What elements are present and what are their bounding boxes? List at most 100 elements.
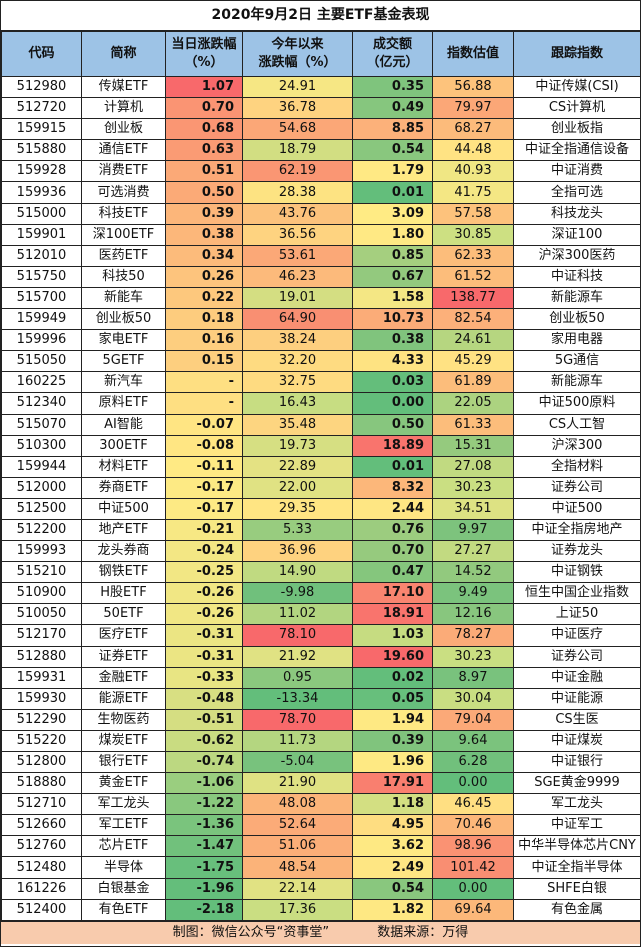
- cell-ytd-change: 53.61: [242, 244, 353, 267]
- cell-name: 金融ETF: [81, 666, 166, 689]
- cell-index: 中证500: [513, 497, 641, 520]
- cell-code: 159996: [1, 329, 82, 352]
- cell-index: SGE黄金9999: [513, 772, 641, 795]
- cell-turnover: 0.03: [352, 371, 433, 394]
- cell-ytd-change: 21.90: [242, 772, 353, 795]
- cell-daily-change: -0.07: [165, 413, 243, 436]
- cell-code: 512800: [1, 750, 82, 774]
- cell-ytd-change: 28.38: [242, 181, 353, 204]
- cell-name: 5GETF: [81, 350, 166, 373]
- cell-name: 可选消费: [81, 181, 166, 204]
- cell-code: 518880: [1, 772, 82, 795]
- cell-turnover: 4.33: [352, 350, 433, 373]
- cell-index: 全指可选: [513, 181, 641, 204]
- table-row: 515000 科技ETF 0.39 43.76 3.09 57.58 科技龙头: [1, 202, 641, 225]
- table-row: 515880 通信ETF 0.63 18.79 0.54 44.48 中证全指通信设备: [1, 139, 641, 162]
- cell-turnover: 0.50: [352, 413, 433, 436]
- cell-valuation: 30.23: [432, 645, 514, 668]
- table-body: 512980 传媒ETF 1.07 24.91 0.35 56.88 中证传媒(CSI) 51…: [1, 75, 641, 921]
- cell-ytd-change: 36.78: [242, 97, 353, 120]
- cell-ytd-change: 5.33: [242, 518, 353, 542]
- cell-name: 银行ETF: [81, 750, 166, 774]
- cell-turnover: 1.94: [352, 708, 433, 731]
- cell-ytd-change: -9.98: [242, 582, 353, 605]
- cell-code: 159944: [1, 455, 82, 478]
- header-ytd-change-line1: 今年以来: [271, 37, 324, 52]
- table-row: 510050 50ETF -0.26 11.02 18.91 12.16 上证50: [1, 603, 641, 626]
- cell-turnover: 0.02: [352, 666, 433, 689]
- cell-daily-change: -0.21: [165, 518, 243, 542]
- cell-name: 消费ETF: [81, 160, 166, 183]
- cell-index: 深证100: [513, 223, 641, 246]
- cell-name: 科技ETF: [81, 202, 166, 225]
- cell-index: 科技龙头: [513, 202, 641, 225]
- cell-name: 能源ETF: [81, 687, 166, 710]
- table-row: 512980 传媒ETF 1.07 24.91 0.35 56.88 中证传媒(CSI): [1, 75, 641, 99]
- cell-index: CS计算机: [513, 97, 641, 120]
- table-row: 512660 军工ETF -1.36 52.64 4.95 70.46 中证军工: [1, 814, 641, 837]
- table-row: 515050 5GETF 0.15 32.20 4.33 45.29 5G通信: [1, 350, 641, 373]
- cell-turnover: 18.91: [352, 603, 433, 626]
- table-row: 159949 创业板50 0.18 64.90 10.73 82.54 创业板50: [1, 308, 641, 331]
- cell-name: 中证500: [81, 497, 166, 520]
- cell-valuation: 82.54: [432, 308, 514, 331]
- cell-code: 515210: [1, 561, 82, 584]
- cell-name: 材料ETF: [81, 455, 166, 478]
- cell-index: 证券公司: [513, 645, 641, 668]
- cell-code: 512500: [1, 497, 82, 520]
- cell-turnover: 1.80: [352, 223, 433, 246]
- cell-valuation: 14.52: [432, 561, 514, 584]
- cell-ytd-change: 17.36: [242, 898, 353, 921]
- cell-valuation: 0.00: [432, 772, 514, 795]
- cell-valuation: 56.88: [432, 75, 514, 99]
- cell-turnover: 1.82: [352, 898, 433, 921]
- cell-turnover: 3.09: [352, 202, 433, 225]
- cell-code: 515000: [1, 202, 82, 225]
- cell-ytd-change: 19.01: [242, 286, 353, 310]
- table-row: 159944 材料ETF -0.11 22.89 0.01 27.08 全指材料: [1, 455, 641, 478]
- cell-code: 512400: [1, 898, 82, 921]
- cell-daily-change: -1.75: [165, 856, 243, 879]
- cell-daily-change: 0.22: [165, 286, 243, 310]
- cell-valuation: 41.75: [432, 181, 514, 204]
- header-code-label: 代码: [28, 46, 55, 61]
- cell-daily-change: 0.51: [165, 160, 243, 183]
- cell-ytd-change: -5.04: [242, 750, 353, 774]
- cell-code: 510050: [1, 603, 82, 626]
- cell-ytd-change: 78.10: [242, 624, 353, 647]
- cell-code: 512010: [1, 244, 82, 267]
- cell-index: 新能源车: [513, 371, 641, 394]
- cell-daily-change: -0.51: [165, 708, 243, 731]
- header-index-label: 跟踪指数: [550, 46, 603, 61]
- cell-index: 新能源车: [513, 286, 641, 310]
- cell-ytd-change: -13.34: [242, 687, 353, 710]
- cell-turnover: 18.89: [352, 434, 433, 457]
- cell-daily-change: 0.50: [165, 181, 243, 204]
- cell-index: 沪深300: [513, 434, 641, 457]
- cell-valuation: 9.49: [432, 582, 514, 605]
- cell-index: 沪深300医药: [513, 244, 641, 267]
- cell-index: 军工龙头: [513, 793, 641, 816]
- cell-name: 煤炭ETF: [81, 729, 166, 753]
- cell-turnover: 0.76: [352, 518, 433, 542]
- cell-ytd-change: 24.91: [242, 75, 353, 99]
- cell-name: 芯片ETF: [81, 835, 166, 858]
- cell-code: 512880: [1, 645, 82, 668]
- table-row: 159936 可选消费 0.50 28.38 0.01 41.75 全指可选: [1, 181, 641, 204]
- cell-index: SHFE白银: [513, 877, 641, 900]
- cell-index: 创业板指: [513, 118, 641, 141]
- cell-daily-change: -0.17: [165, 476, 243, 499]
- cell-valuation: 57.58: [432, 202, 514, 225]
- cell-ytd-change: 21.92: [242, 645, 353, 668]
- cell-name: 钢铁ETF: [81, 561, 166, 584]
- cell-code: 512340: [1, 392, 82, 415]
- cell-daily-change: -0.62: [165, 729, 243, 753]
- cell-index: 中证煤炭: [513, 729, 641, 753]
- cell-index: 中证传媒(CSI): [513, 75, 641, 99]
- header-ytd-change-line2: 涨跌幅（%）: [258, 55, 337, 70]
- table-row: 518880 黄金ETF -1.06 21.90 17.91 0.00 SGE黄金9999: [1, 772, 641, 795]
- cell-code: 515880: [1, 139, 82, 162]
- table-row: 512800 银行ETF -0.74 -5.04 1.96 6.28 中证银行: [1, 750, 641, 774]
- cell-code: 159901: [1, 223, 82, 246]
- cell-daily-change: 0.70: [165, 97, 243, 120]
